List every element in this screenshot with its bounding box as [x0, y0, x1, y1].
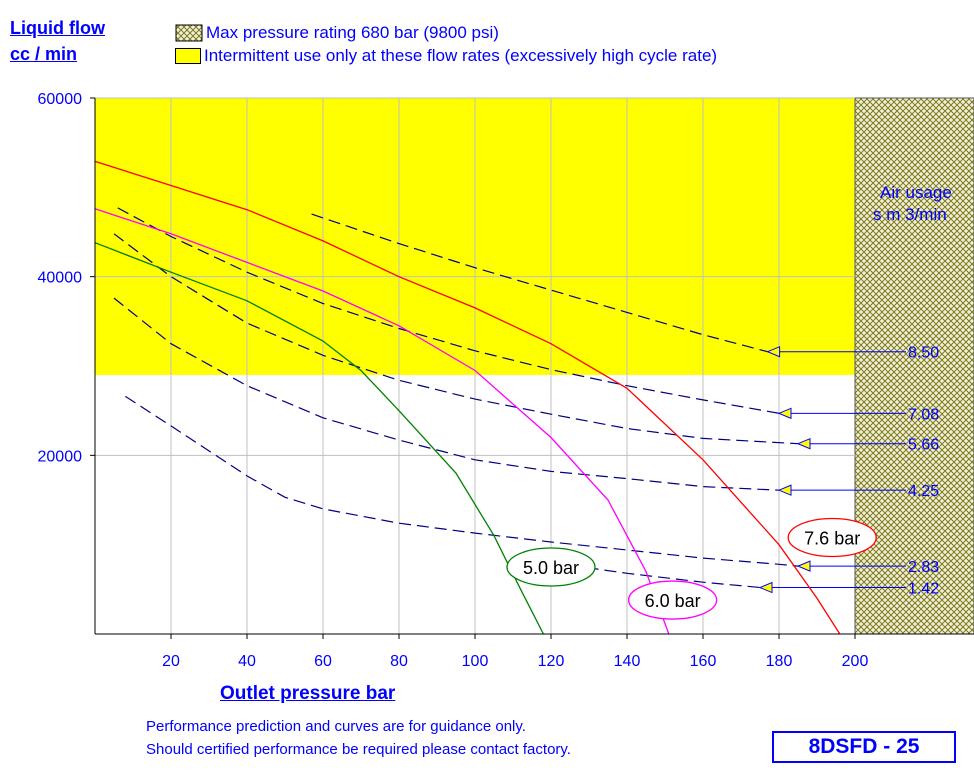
- air-usage-title-line1: Air usage: [880, 183, 952, 202]
- arrowhead-icon: [777, 407, 792, 420]
- x-tick-label: 120: [538, 653, 565, 670]
- x-tick-label: 60: [314, 653, 332, 670]
- arrowhead-icon: [777, 484, 792, 496]
- air-usage-line: [117, 207, 780, 414]
- x-tick-label: 200: [842, 653, 869, 670]
- drive-pressure-curve: [94, 208, 670, 635]
- curve-label: 5.0 bar: [523, 558, 579, 578]
- chart-area: 20 40 60 80 100 120 140 160 180 200 20000 40000 6000…: [38, 91, 974, 670]
- note-line2: Should certified performance be required…: [146, 741, 571, 758]
- x-tick-label: 80: [390, 653, 408, 670]
- model-label: 8DSFD - 25: [808, 735, 920, 758]
- x-axis-title: Outlet pressure bar: [220, 683, 396, 704]
- legend-item-hatch: Max pressure rating 680 bar (9800 psi): [175, 22, 499, 44]
- x-tick-label: 140: [614, 653, 641, 670]
- y-axis-title-line2: cc / min: [10, 44, 78, 64]
- curve-label-bubble: [506, 547, 596, 587]
- legend-item-yellow: Intermittent use only at these flow rate…: [175, 45, 717, 67]
- drive-pressure-curve: [94, 242, 544, 635]
- air-usage-line: [113, 297, 780, 491]
- x-tick-label: 160: [690, 653, 717, 670]
- arrowhead-icon: [796, 437, 811, 450]
- air-usage-line: [125, 395, 799, 567]
- legend-hatch-label: Max pressure rating 680 bar (9800 psi): [206, 23, 499, 42]
- note-line1: Performance prediction and curves are fo…: [146, 718, 526, 735]
- x-tick-label: 40: [238, 653, 256, 670]
- air-usage-label: 8.50: [908, 345, 939, 362]
- arrowhead-icon: [766, 345, 781, 358]
- curve-label: 6.0 bar: [645, 591, 701, 611]
- air-usage-label: 7.08: [908, 406, 939, 423]
- x-tick-label: 180: [766, 653, 793, 670]
- arrowhead-icon: [758, 581, 773, 594]
- y-axis-title-line1: Liquid flow: [10, 18, 105, 38]
- legend-yellow-label: Intermittent use only at these flow rate…: [204, 46, 718, 65]
- hatched-max-pressure-zone: [854, 97, 974, 635]
- air-usage-label: 4.25: [908, 483, 939, 500]
- drive-pressure-curve: [94, 160, 841, 635]
- curve-label-bubble: [787, 517, 877, 558]
- yellow-swatch-icon: [175, 48, 201, 64]
- air-usage-label: 5.66: [908, 437, 939, 454]
- y-tick-label: 60000: [38, 91, 83, 108]
- air-usage-label: 2.83: [908, 559, 939, 576]
- curve-label: 7.6 bar: [804, 529, 860, 549]
- y-tick-label: 20000: [38, 448, 83, 465]
- y-tick-label: 40000: [38, 270, 83, 287]
- curve-label-bubble: [627, 580, 718, 620]
- x-tick-label: 20: [162, 653, 180, 670]
- air-usage-line: [311, 213, 768, 353]
- x-tick-label: 100: [462, 653, 489, 670]
- air-usage-title-line2: s m 3/min: [873, 205, 947, 224]
- arrowhead-icon: [796, 560, 811, 572]
- air-usage-label: 1.42: [908, 581, 939, 598]
- hatch-swatch-icon: [175, 24, 203, 42]
- air-usage-line: [113, 233, 799, 445]
- model-badge: 8DSFD - 25: [772, 731, 956, 763]
